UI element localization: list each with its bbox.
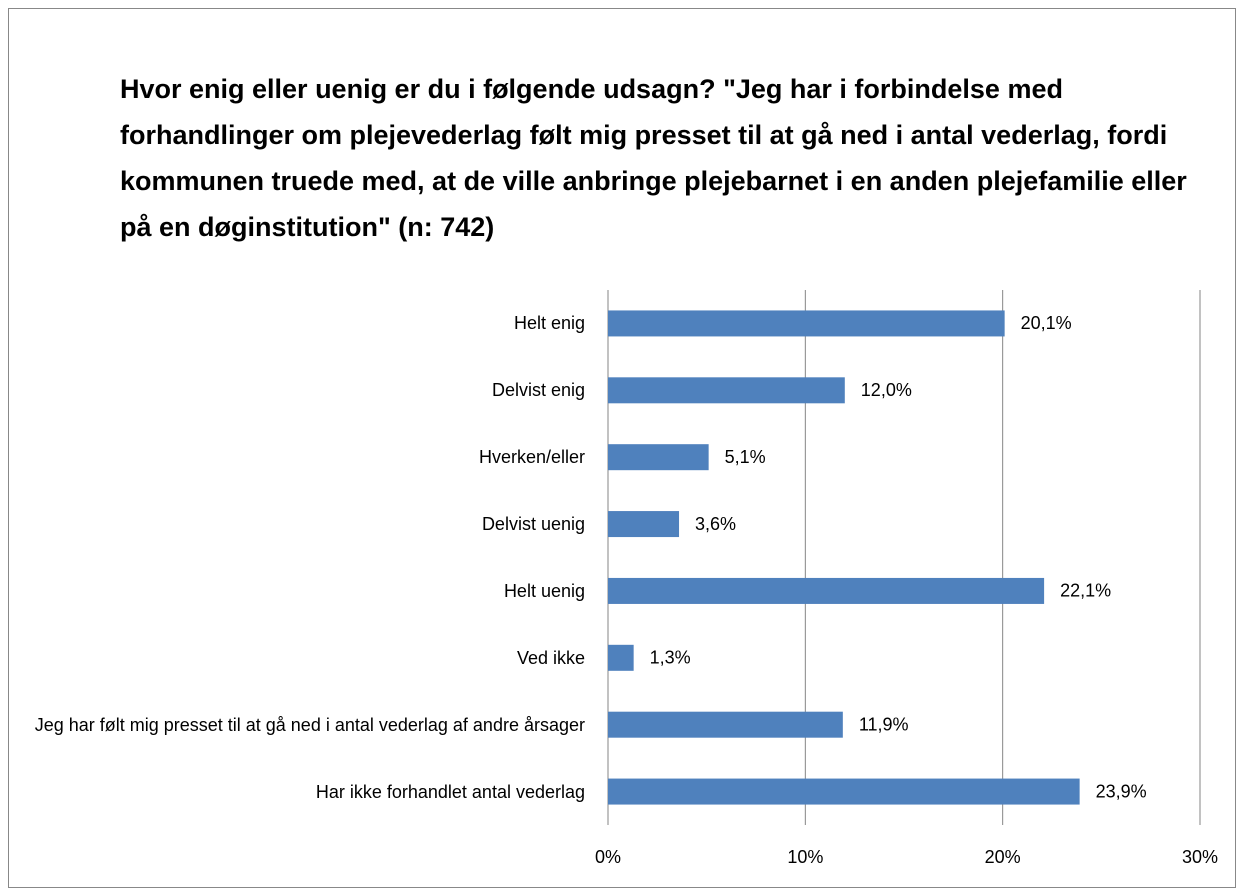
data-label: 5,1% [725, 447, 766, 467]
bar [608, 377, 845, 404]
data-label: 23,9% [1096, 781, 1147, 801]
data-label: 22,1% [1060, 581, 1111, 601]
data-label: 1,3% [650, 648, 691, 668]
bar [608, 711, 843, 738]
y-tick-label: Har ikke forhandlet antal vederlag [315, 781, 585, 802]
bar [608, 310, 1005, 337]
y-tick-label: Hverken/eller [478, 447, 585, 468]
bar [608, 644, 634, 671]
bar [608, 778, 1080, 805]
y-tick-label: Delvist enig [491, 380, 585, 401]
y-tick-label: Helt uenig [503, 580, 585, 601]
y-tick-label: Jeg har følt mig presset til at gå ned i… [34, 714, 585, 735]
data-label: 12,0% [861, 380, 912, 400]
x-tick-label: 10% [787, 847, 823, 867]
data-label: 20,1% [1021, 313, 1072, 333]
y-tick-label: Ved ikke [516, 647, 585, 668]
y-tick-label: Delvist uenig [481, 514, 585, 535]
x-tick-label: 20% [985, 847, 1021, 867]
data-label: 11,9% [859, 714, 909, 734]
chart-title: Hvor enig eller uenig er du i følgende u… [120, 74, 1187, 242]
bar [608, 577, 1045, 604]
y-tick-label: Helt enig [513, 313, 585, 334]
data-label: 3,6% [695, 514, 736, 534]
bar [608, 511, 680, 538]
x-tick-label: 0% [595, 847, 621, 867]
x-tick-label: 30% [1182, 847, 1218, 867]
bar [608, 444, 709, 471]
